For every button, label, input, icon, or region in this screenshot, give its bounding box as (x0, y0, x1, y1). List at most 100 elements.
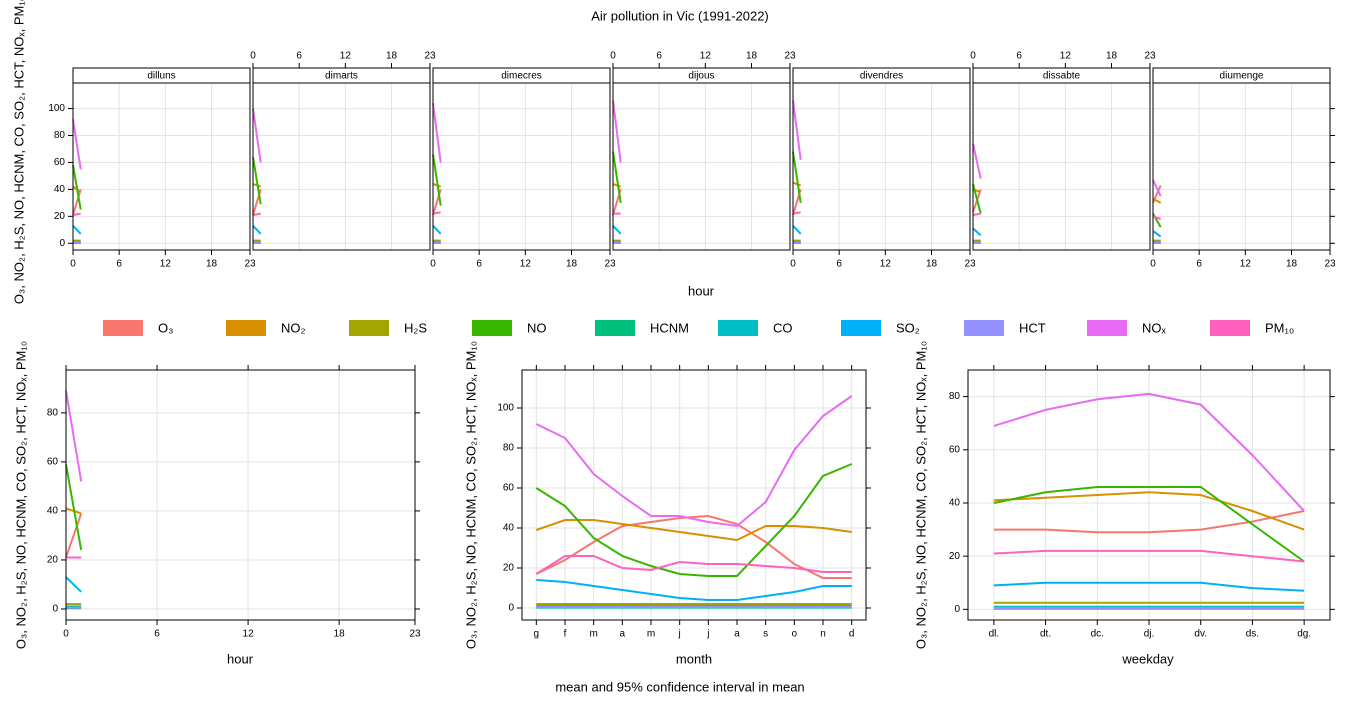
x-tick-label: 0 (1150, 259, 1156, 270)
y-tick-label: 40 (503, 523, 515, 534)
x-tick-label: 12 (243, 629, 255, 640)
x-tick-label: dt. (1040, 629, 1051, 640)
legend-swatch (964, 320, 1004, 336)
y-tick-label: 60 (54, 157, 66, 168)
x-tick-label: j (678, 629, 681, 640)
legend-swatch (472, 320, 512, 336)
x-tick-label: 18 (1286, 259, 1298, 270)
x-tick-label: 23 (1144, 51, 1156, 62)
legend-swatch (595, 320, 635, 336)
series-line (993, 486, 1305, 563)
series-line (252, 212, 261, 216)
series-line (1152, 230, 1162, 238)
series-line (72, 189, 82, 216)
x-tick-label: 23 (964, 259, 976, 270)
x-tick-label: 18 (334, 629, 346, 640)
strip-label: dimecres (501, 71, 542, 82)
x-tick-label: 23 (409, 629, 421, 640)
footnote: mean and 95% confidence interval in mean (555, 679, 804, 694)
series-line (612, 225, 622, 235)
x-tick-label: 18 (1106, 51, 1118, 62)
x-tick-label: 6 (476, 259, 482, 270)
series-line (72, 165, 82, 210)
x-tick-label: 23 (244, 259, 256, 270)
series-line (252, 225, 262, 235)
series-line (535, 514, 852, 579)
y-tick-label: 40 (949, 498, 961, 509)
x-tick-label: g (534, 629, 540, 640)
y-tick-label: 20 (949, 551, 961, 562)
series-line (252, 108, 262, 163)
series-line (792, 100, 802, 160)
x-tick-label: 6 (296, 51, 302, 62)
legend-label: O₃ (158, 320, 173, 335)
series-line (72, 225, 82, 235)
x-tick-label: 0 (250, 51, 256, 62)
x-tick-label: 6 (1016, 51, 1022, 62)
panel-border (432, 82, 611, 251)
x-tick-label: 12 (1240, 259, 1252, 270)
series-line (432, 103, 442, 163)
x-tick-label: 12 (520, 259, 532, 270)
y-tick-label: 100 (48, 103, 65, 114)
x-tick-label: 23 (604, 259, 616, 270)
legend-label: H₂S (404, 320, 427, 335)
series-line (993, 581, 1305, 592)
panel-border (967, 369, 1331, 621)
series-line (972, 183, 982, 214)
series-line (792, 225, 802, 235)
series-line (972, 227, 982, 236)
y-tick-label: 0 (508, 603, 514, 614)
series-line (252, 156, 262, 205)
y-tick-label: 20 (503, 563, 515, 574)
x-tick-label: 18 (746, 51, 758, 62)
strip-label: diumenge (1220, 71, 1264, 82)
series-line (972, 212, 981, 216)
legend-swatch (1210, 320, 1250, 336)
y-tick-label: 60 (503, 483, 515, 494)
x-tick-label: 23 (784, 51, 796, 62)
y-tick-label: 40 (47, 506, 59, 517)
x-tick-label: 0 (610, 51, 616, 62)
legend-label: HCNM (650, 320, 689, 335)
y-axis-label: O₃, NO₂, H₂S, NO, HCNM, CO, SO₂, HCT, NO… (913, 341, 928, 649)
y-tick-label: 100 (497, 403, 514, 414)
y-tick-label: 20 (47, 555, 59, 566)
x-axis-label: hour (688, 283, 715, 298)
series-line (792, 181, 802, 187)
x-tick-label: 6 (154, 629, 160, 640)
series-line (536, 579, 852, 601)
x-tick-label: 23 (424, 51, 436, 62)
y-tick-label: 0 (59, 238, 65, 249)
y-axis-label: O₃, NO₂, H₂S, NO, HCNM, CO, SO₂, HCT, NO… (11, 0, 26, 304)
legend-label: CO (773, 320, 793, 335)
y-tick-label: 60 (949, 444, 961, 455)
y-axis-label: O₃, NO₂, H₂S, NO, HCNM, CO, SO₂, HCT, NO… (13, 341, 28, 649)
strip-label: dilluns (147, 71, 175, 82)
x-tick-label: a (620, 629, 626, 640)
series-line (792, 151, 802, 204)
y-tick-label: 0 (52, 604, 58, 615)
series-line (972, 143, 982, 179)
x-tick-label: 12 (160, 259, 172, 270)
y-tick-label: 80 (949, 391, 961, 402)
series-line (1152, 179, 1162, 197)
legend-label: NOₓ (1142, 320, 1167, 335)
x-axis-label: hour (227, 651, 254, 666)
y-tick-label: 80 (47, 408, 59, 419)
series-line (993, 549, 1305, 563)
x-tick-label: dl. (989, 629, 1000, 640)
x-tick-label: o (792, 629, 798, 640)
series-line (993, 510, 1305, 534)
strip-label: dissabte (1043, 71, 1081, 82)
legend-swatch (226, 320, 266, 336)
strip-label: dijous (688, 71, 714, 82)
y-tick-label: 0 (954, 604, 960, 615)
legend-swatch (103, 320, 143, 336)
x-tick-label: 6 (836, 259, 842, 270)
x-tick-label: 18 (566, 259, 578, 270)
y-tick-label: 40 (54, 184, 66, 195)
series-line (65, 576, 82, 593)
y-tick-label: 80 (54, 130, 66, 141)
